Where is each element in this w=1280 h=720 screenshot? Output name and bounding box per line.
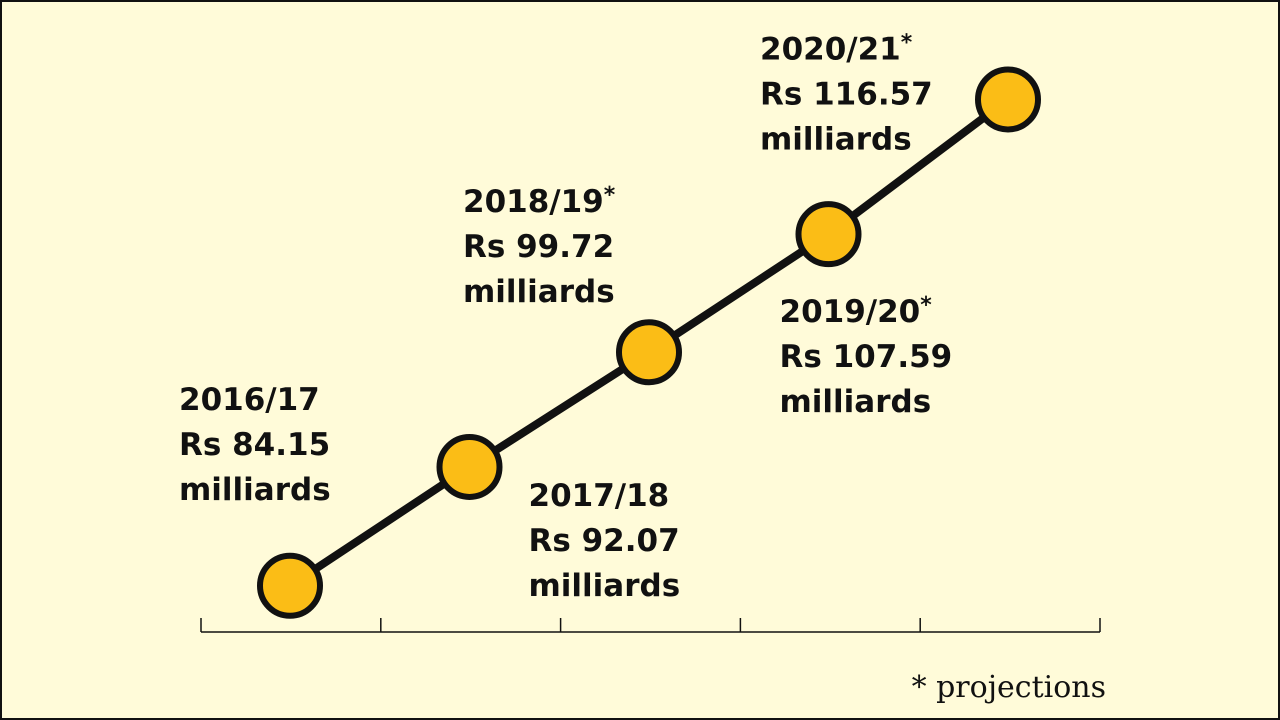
data-label-period: 2020/21* bbox=[760, 30, 913, 67]
data-point-2019-20 bbox=[795, 201, 862, 268]
data-point-2016-17 bbox=[257, 552, 323, 619]
data-label-unit: milliards bbox=[780, 384, 932, 420]
data-label-amount: Rs 99.72 bbox=[463, 229, 614, 265]
label-2019-20: 2019/20* Rs 107.59 milliards bbox=[780, 293, 953, 420]
data-label-amount: Rs 116.57 bbox=[760, 76, 933, 112]
data-label-period: 2017/18 bbox=[529, 478, 670, 514]
data-label-unit: milliards bbox=[760, 121, 912, 157]
label-2020-21: 2020/21* Rs 116.57 milliards bbox=[760, 30, 933, 157]
data-label-unit: milliards bbox=[529, 568, 681, 604]
label-2018-19: 2018/19* Rs 99.72 milliards bbox=[463, 183, 616, 310]
data-point-2018-19 bbox=[616, 319, 682, 386]
data-label-amount: Rs 84.15 bbox=[179, 427, 330, 463]
data-label-unit: milliards bbox=[179, 472, 331, 508]
data-label-amount: Rs 92.07 bbox=[529, 523, 680, 559]
data-label-amount: Rs 107.59 bbox=[780, 339, 953, 375]
data-label-period: 2018/19* bbox=[463, 183, 616, 220]
label-2016-17: 2016/17 Rs 84.15 milliards bbox=[179, 382, 331, 508]
data-label-period: 2019/20* bbox=[780, 293, 933, 330]
data-label-period: 2016/17 bbox=[179, 382, 320, 418]
data-point-2017-18 bbox=[436, 433, 503, 500]
projections-footnote: * projections bbox=[912, 670, 1106, 705]
label-2017-18: 2017/18 Rs 92.07 milliards bbox=[529, 478, 681, 604]
data-label-unit: milliards bbox=[463, 274, 615, 310]
data-point-2020-21 bbox=[975, 66, 1041, 133]
